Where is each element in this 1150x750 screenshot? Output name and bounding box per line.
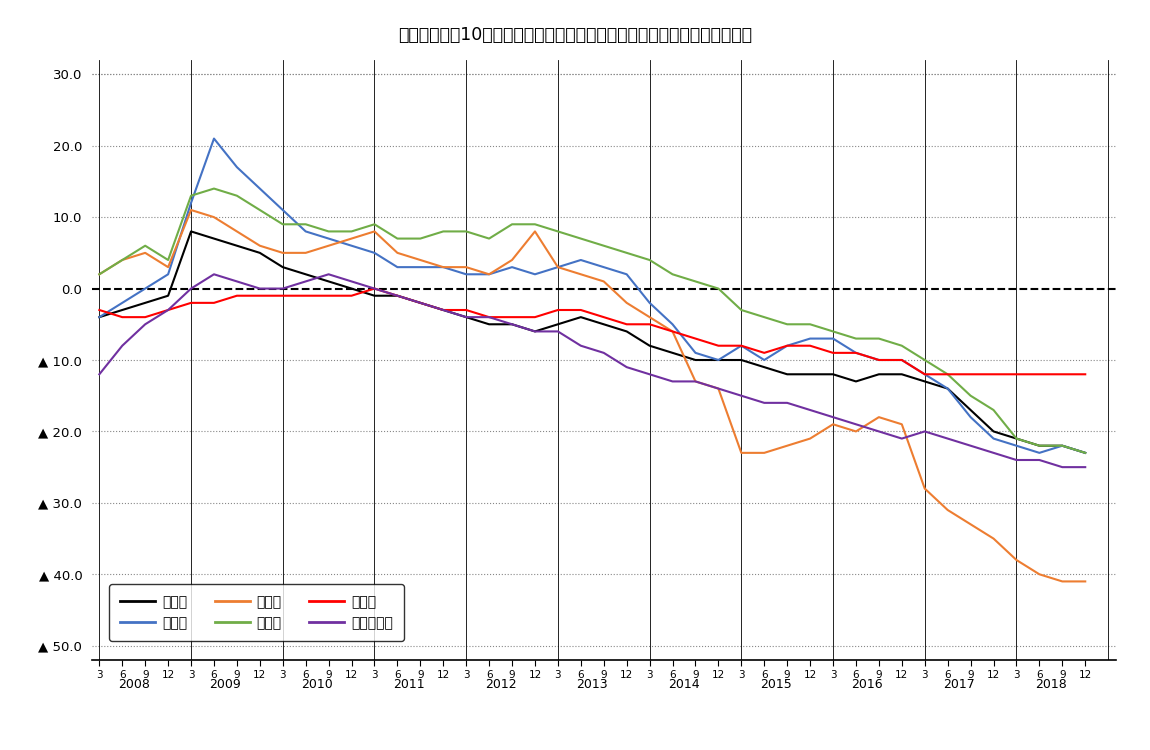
Text: 2018: 2018 [1035,678,1067,691]
Text: 2015: 2015 [760,678,791,691]
Text: 2009: 2009 [209,678,241,691]
Text: 2008: 2008 [117,678,150,691]
Text: 2010: 2010 [301,678,334,691]
Text: 図－２　過去10年間の従業員数過不足ＤＩの推移（「過剰」－「不足」）: 図－２ 過去10年間の従業員数過不足ＤＩの推移（「過剰」－「不足」） [398,26,752,44]
Legend: 全産業, 製造業, 建設業, 卸売業, 小売業, サービス業: 全産業, 製造業, 建設業, 卸売業, 小売業, サービス業 [109,584,404,641]
Text: 2011: 2011 [393,678,424,691]
Text: 2016: 2016 [852,678,883,691]
Text: 2012: 2012 [485,678,516,691]
Text: 2014: 2014 [668,678,700,691]
Text: 2013: 2013 [576,678,608,691]
Text: 2017: 2017 [943,678,975,691]
